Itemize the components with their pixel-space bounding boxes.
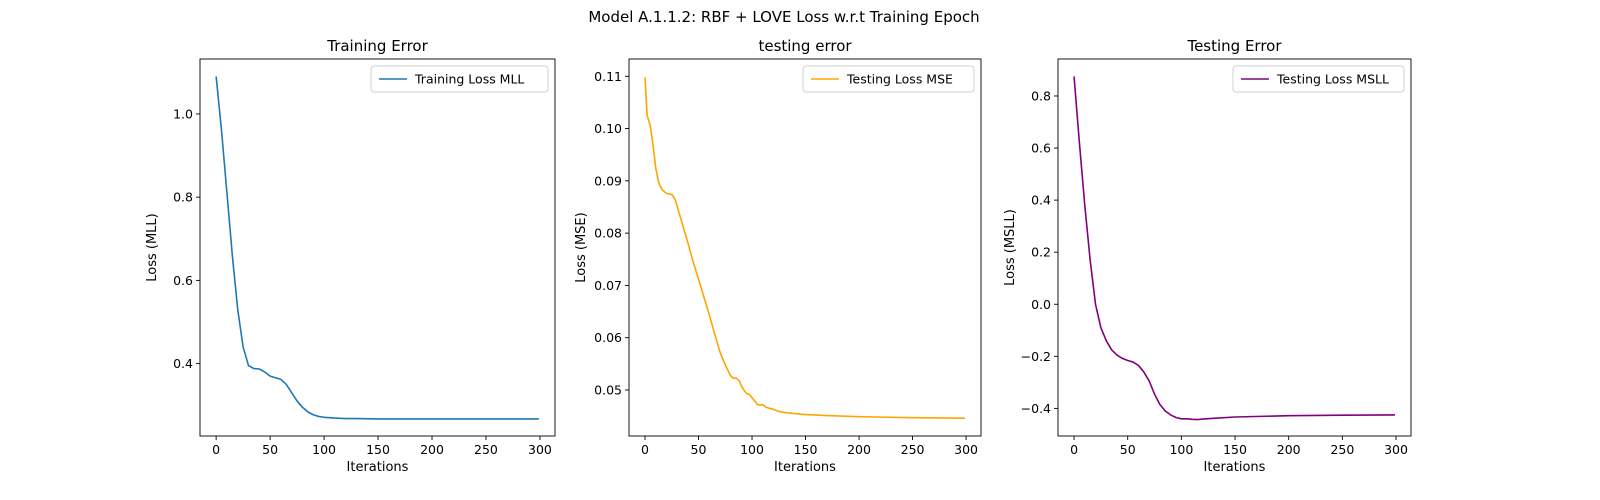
y-axis-label: Loss (MSLL) (1003, 209, 1018, 286)
y-axis-label: Loss (MSE) (574, 212, 589, 282)
x-tick-label: 0 (1070, 442, 1078, 457)
y-tick-label: 1.0 (173, 106, 193, 121)
y-tick-label: 0.2 (1031, 245, 1051, 260)
y-tick-label: −0.4 (1021, 401, 1051, 416)
chart-title: Training Error (326, 37, 428, 55)
chart-panel-2: testing error 0 50 100 150 200 250 300 0.05 0.06 0… (574, 37, 982, 475)
chart-title: testing error (758, 37, 852, 55)
x-tick-label: 300 (954, 442, 978, 457)
y-axis-label: Loss (MLL) (145, 213, 160, 282)
x-tick-label: 250 (474, 442, 498, 457)
chart-panel-3: Testing Error 0 50 100 150 200 250 300 −0.4 −0.2 0… (1003, 37, 1412, 475)
axes-frame (1057, 58, 1412, 437)
y-tick-label: 0.4 (1031, 193, 1051, 208)
x-tick-label: 200 (1277, 442, 1301, 457)
x-tick-label: 0 (641, 442, 649, 457)
x-tick-label: 0 (212, 442, 220, 457)
y-tick-label: 0.07 (594, 278, 622, 293)
chart-title: Testing Error (1186, 37, 1282, 55)
x-axis-label: Iterations (774, 460, 836, 475)
x-axis-label: Iterations (1204, 460, 1266, 475)
legend-label: Testing Loss MSLL (1276, 72, 1389, 87)
legend-box (802, 65, 975, 93)
legend-box (1232, 65, 1405, 93)
axes-frame (628, 58, 982, 437)
x-tick-label: 150 (794, 442, 818, 457)
x-axis-label: Iterations (347, 460, 409, 475)
x-tick-label: 200 (420, 442, 444, 457)
legend-label: Training Loss MLL (414, 72, 524, 87)
y-tick-label: 0.8 (1031, 88, 1051, 103)
x-tick-label: 150 (366, 442, 390, 457)
x-tick-label: 100 (312, 442, 336, 457)
y-tick-label: 0.08 (594, 226, 622, 241)
series-line (1073, 76, 1395, 421)
x-tick-label: 100 (740, 442, 764, 457)
y-tick-label: 0.4 (173, 356, 193, 371)
y-tick-label: 0.05 (594, 382, 622, 397)
x-tick-label: 200 (847, 442, 871, 457)
y-tick-label: −0.2 (1021, 349, 1051, 364)
chart-panel-1: Training Error 0 50 100 150 200 250 300 0.4 0.6 0.… (145, 37, 556, 475)
y-tick-label: 0.6 (1031, 141, 1051, 156)
y-tick-label: 0.09 (594, 173, 622, 188)
x-tick-label: 300 (528, 442, 552, 457)
series-line (215, 76, 539, 420)
figure-title: Model A.1.1.2: RBF + LOVE Loss w.r.t Tra… (588, 8, 979, 26)
series-line (644, 77, 966, 420)
y-tick-label: 0.11 (594, 69, 622, 84)
y-tick-label: 0.8 (173, 190, 193, 205)
y-tick-label: 0.6 (173, 273, 193, 288)
legend-label: Testing Loss MSE (846, 72, 953, 87)
y-tick-label: 0.0 (1031, 297, 1051, 312)
x-tick-label: 300 (1384, 442, 1408, 457)
x-tick-label: 250 (901, 442, 925, 457)
x-tick-label: 150 (1223, 442, 1247, 457)
x-tick-label: 50 (691, 442, 707, 457)
y-tick-label: 0.10 (594, 121, 622, 136)
axes-frame (199, 58, 556, 437)
x-tick-label: 50 (1120, 442, 1136, 457)
x-tick-label: 250 (1330, 442, 1354, 457)
y-tick-label: 0.06 (594, 330, 622, 345)
x-tick-label: 50 (262, 442, 278, 457)
legend-box (370, 65, 549, 93)
x-tick-label: 100 (1169, 442, 1193, 457)
